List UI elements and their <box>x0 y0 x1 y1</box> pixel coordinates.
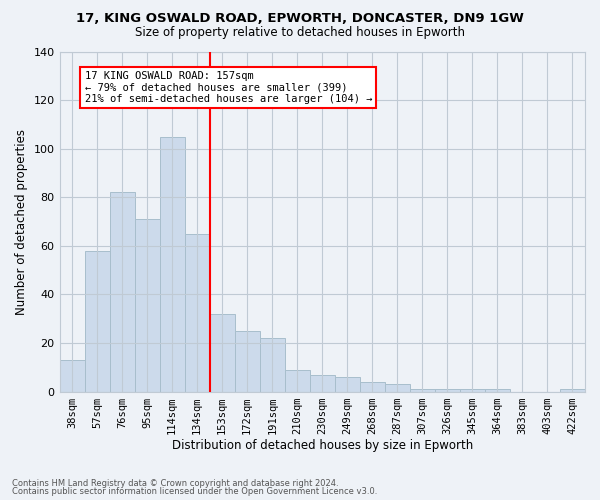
Bar <box>260 338 285 392</box>
Bar <box>85 250 110 392</box>
Bar <box>410 389 435 392</box>
Bar <box>485 389 510 392</box>
Bar <box>435 389 460 392</box>
Text: Contains public sector information licensed under the Open Government Licence v3: Contains public sector information licen… <box>12 487 377 496</box>
Bar <box>460 389 485 392</box>
Bar <box>335 377 360 392</box>
Bar <box>360 382 385 392</box>
Text: Contains HM Land Registry data © Crown copyright and database right 2024.: Contains HM Land Registry data © Crown c… <box>12 478 338 488</box>
Bar <box>285 370 310 392</box>
Bar <box>235 331 260 392</box>
Text: 17, KING OSWALD ROAD, EPWORTH, DONCASTER, DN9 1GW: 17, KING OSWALD ROAD, EPWORTH, DONCASTER… <box>76 12 524 26</box>
Y-axis label: Number of detached properties: Number of detached properties <box>15 128 28 314</box>
Bar <box>134 219 160 392</box>
Bar <box>59 360 85 392</box>
Text: 17 KING OSWALD ROAD: 157sqm
← 79% of detached houses are smaller (399)
21% of se: 17 KING OSWALD ROAD: 157sqm ← 79% of det… <box>85 71 372 104</box>
Bar <box>310 374 335 392</box>
Bar <box>185 234 209 392</box>
Text: Size of property relative to detached houses in Epworth: Size of property relative to detached ho… <box>135 26 465 39</box>
Bar <box>209 314 235 392</box>
Bar <box>110 192 134 392</box>
Bar <box>560 389 585 392</box>
X-axis label: Distribution of detached houses by size in Epworth: Distribution of detached houses by size … <box>172 440 473 452</box>
Bar <box>385 384 410 392</box>
Bar <box>160 136 185 392</box>
